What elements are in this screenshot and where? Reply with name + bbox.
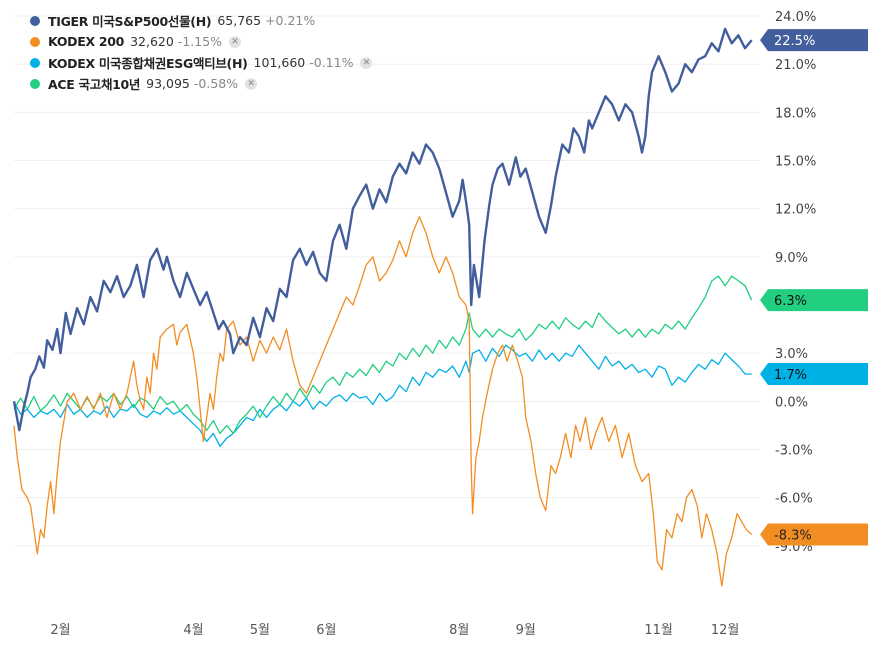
y-tick-label: -6.0% xyxy=(775,492,813,507)
series-lines xyxy=(12,27,753,587)
legend-dot xyxy=(30,15,40,26)
last-value-label: 22.5% xyxy=(774,34,815,49)
y-tick-label: 12.0% xyxy=(775,203,816,218)
close-icon[interactable]: ✕ xyxy=(360,56,373,69)
legend: TIGER 미국S&P500선물(H) 65,765 +0.21% KODEX 200… xyxy=(30,10,373,94)
legend-price: 32,620 xyxy=(130,34,174,49)
close-icon[interactable]: ✕ xyxy=(229,35,242,48)
y-tick-label: 3.0% xyxy=(775,347,808,362)
x-axis: 2월 4월 5월 6월 8월 9월 11월 12월 xyxy=(50,623,739,638)
y-axis: 24.0% 21.0% 18.0% 15.0% 12.0% 9.0% 3.0% 0.0% -3.… xyxy=(775,10,816,555)
last-value-tags: 22.5% -8.3% 1.7% 6.3% xyxy=(760,29,868,546)
last-value-tag xyxy=(760,363,868,386)
last-value-tag xyxy=(760,289,868,312)
legend-change: +0.21% xyxy=(265,13,316,28)
legend-item[interactable]: KODEX 200 32,620 -1.15% ✕ xyxy=(30,31,372,52)
legend-name: TIGER 미국S&P500선물(H) xyxy=(48,14,212,29)
legend-item[interactable]: TIGER 미국S&P500선물(H) 65,765 +0.21% xyxy=(30,10,372,31)
close-icon[interactable]: ✕ xyxy=(245,77,258,90)
series-line xyxy=(13,275,753,435)
legend-item[interactable]: ACE 국고채10년 93,095 -0.58% ✕ xyxy=(30,73,372,94)
last-value-tag xyxy=(760,29,868,52)
last-value-label: 6.3% xyxy=(774,294,807,309)
y-tick-label: 9.0% xyxy=(775,251,808,266)
legend-change: -0.58% xyxy=(193,76,239,91)
legend-name: KODEX 미국종합채권ESG액티브(H) xyxy=(48,56,248,71)
grid-lines xyxy=(14,15,760,547)
x-tick-label: 4월 xyxy=(183,623,203,638)
legend-price: 65,765 xyxy=(217,13,262,28)
legend-item[interactable]: KODEX 미국종합채권ESG액티브(H) 101,660 -0.11% ✕ xyxy=(30,52,373,73)
x-tick-label: 5월 xyxy=(250,623,270,638)
last-value-label: -8.3% xyxy=(774,529,812,544)
legend-change: -1.15% xyxy=(177,34,223,49)
legend-name: ACE 국고채10년 xyxy=(48,77,141,92)
x-tick-label: 11월 xyxy=(644,623,673,638)
y-tick-label: 15.0% xyxy=(775,155,816,170)
legend-change: -0.11% xyxy=(309,55,354,70)
legend-price: 101,660 xyxy=(253,55,306,70)
last-value-tag xyxy=(760,523,868,546)
x-tick-label: 2월 xyxy=(50,623,70,638)
legend-dot xyxy=(30,57,40,68)
legend-name: KODEX 200 xyxy=(48,34,125,49)
x-tick-label: 6월 xyxy=(316,623,336,638)
x-tick-label: 9월 xyxy=(516,623,536,638)
y-tick-label: 18.0% xyxy=(775,106,816,121)
series-line xyxy=(12,27,753,432)
series-line xyxy=(13,344,752,447)
x-tick-label: 12월 xyxy=(711,623,740,638)
x-tick-label: 8월 xyxy=(449,623,469,638)
last-value-label: 1.7% xyxy=(774,368,807,383)
y-tick-label: -3.0% xyxy=(775,443,813,458)
legend-dot xyxy=(30,36,40,47)
y-tick-label: 0.0% xyxy=(775,395,808,410)
legend-dot xyxy=(30,78,40,89)
y-tick-label: 21.0% xyxy=(775,58,816,73)
series-line xyxy=(13,216,753,587)
legend-price: 93,095 xyxy=(146,76,190,91)
y-tick-label: 24.0% xyxy=(775,10,816,25)
